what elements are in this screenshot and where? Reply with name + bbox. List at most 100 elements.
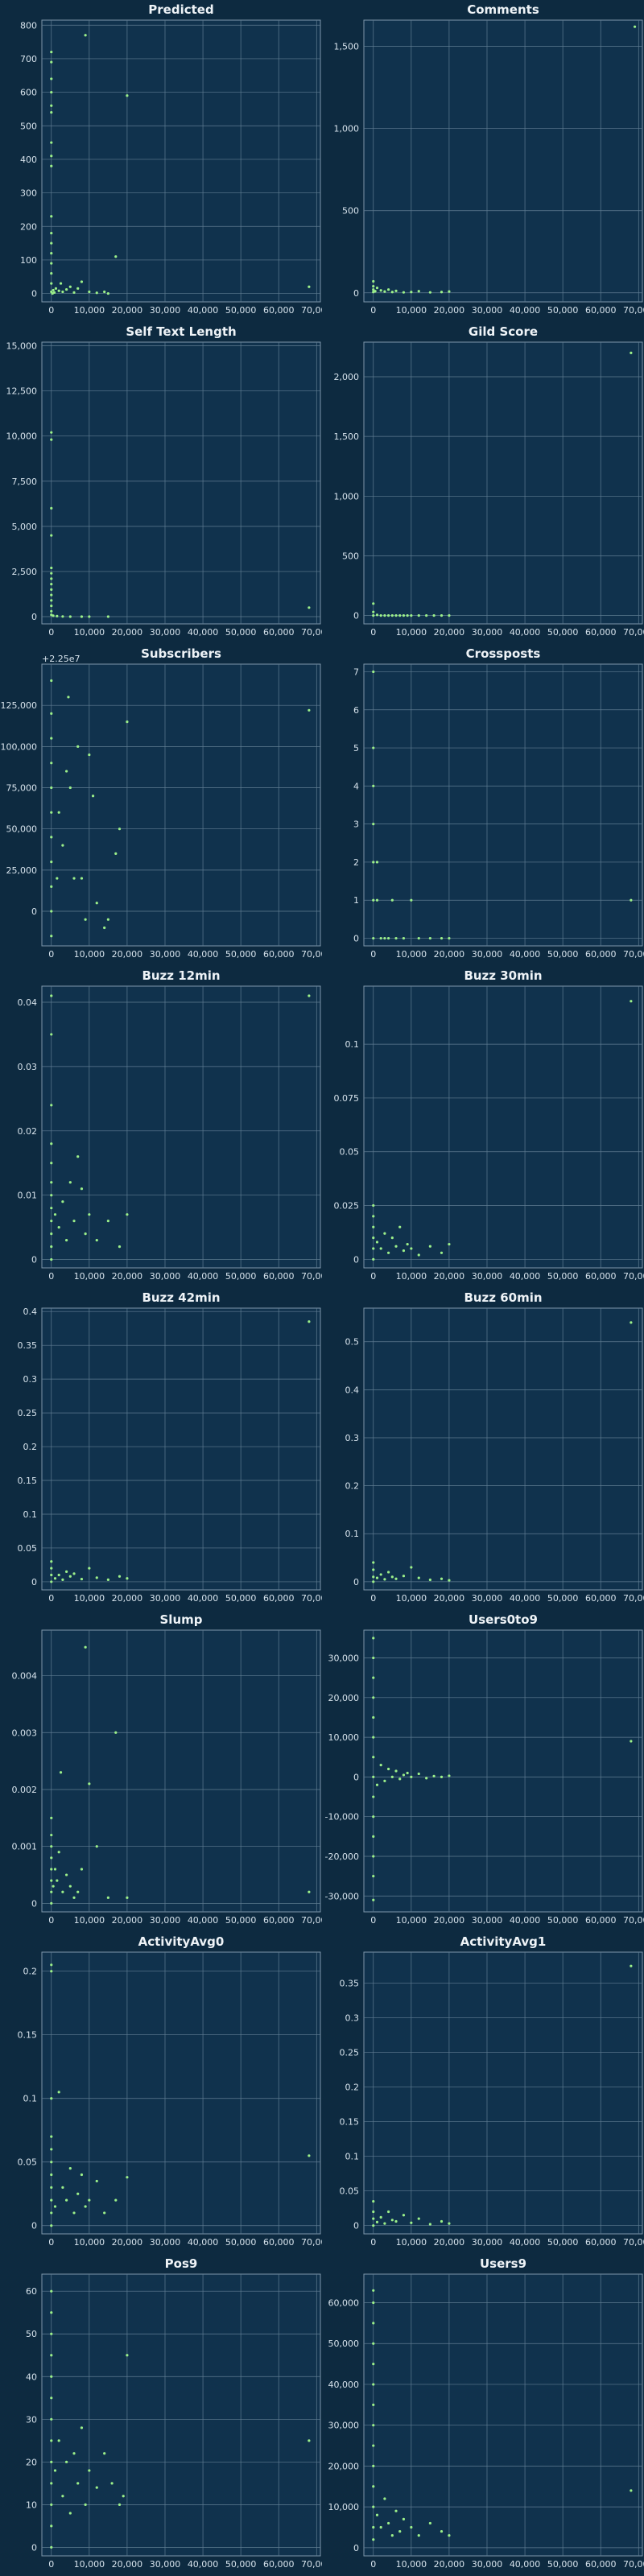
scatter-point bbox=[64, 1239, 68, 1242]
scatter-point bbox=[50, 1033, 53, 1036]
scatter-point bbox=[84, 1645, 87, 1649]
scatter-point bbox=[630, 1321, 633, 1324]
scatter-point bbox=[372, 2210, 375, 2214]
scatter-point bbox=[372, 610, 375, 613]
scatter-point bbox=[372, 1676, 375, 1679]
y-tick-label: 0.01 bbox=[18, 1191, 38, 1201]
scatter-point bbox=[50, 762, 53, 765]
y-tick-label: 0.15 bbox=[18, 2030, 38, 2041]
x-tick-label: 70,000 bbox=[623, 2559, 644, 2570]
scatter-point bbox=[50, 1833, 53, 1837]
scatter-point bbox=[372, 614, 375, 617]
scatter-point bbox=[372, 2403, 375, 2406]
scatter-point bbox=[95, 2486, 98, 2489]
scatter-point bbox=[308, 994, 311, 997]
scatter-point bbox=[372, 2424, 375, 2427]
scatter-point bbox=[122, 2495, 125, 2498]
scatter-point bbox=[68, 2512, 72, 2515]
x-tick-label: 10,000 bbox=[396, 627, 427, 638]
scatter-point bbox=[379, 1573, 382, 1576]
chart-1: Predicted 0 10,000 20,000 30,000 40,000 50,000… bbox=[20, 2, 322, 316]
x-tick-label: 0 bbox=[48, 1593, 54, 1604]
y-tick-label: 0.1 bbox=[23, 1509, 38, 1520]
scatter-point bbox=[76, 2192, 80, 2195]
scatter-point bbox=[61, 2495, 64, 2498]
chart-12: Users0to9 0 10,000 20,000 30,000 40,000 50,000… bbox=[325, 1612, 644, 1926]
x-tick-label: 10,000 bbox=[396, 2559, 427, 2570]
scatter-point bbox=[50, 1560, 53, 1563]
scatter-point bbox=[56, 614, 59, 617]
x-tick-label: 60,000 bbox=[585, 305, 617, 316]
scatter-point bbox=[52, 291, 56, 294]
chart-15: Pos9 0 10,000 20,000 30,000 40,000 50,000 60,00… bbox=[26, 2256, 322, 2570]
scatter-point bbox=[372, 2199, 375, 2203]
scatter-point bbox=[50, 2375, 53, 2378]
scatter-point bbox=[50, 588, 53, 591]
scatter-point bbox=[50, 215, 53, 218]
scatter-point bbox=[383, 936, 386, 940]
scatter-point bbox=[50, 50, 53, 54]
scatter-point bbox=[394, 1577, 398, 1580]
x-tick-label: 20,000 bbox=[434, 2237, 465, 2248]
scatter-point bbox=[53, 2469, 57, 2472]
scatter-point bbox=[103, 926, 106, 930]
scatter-point bbox=[394, 2219, 398, 2223]
x-tick-label: 40,000 bbox=[510, 305, 541, 316]
x-tick-label: 50,000 bbox=[225, 1915, 257, 1926]
scatter-point bbox=[80, 1187, 84, 1191]
scatter-point bbox=[410, 1775, 413, 1778]
chart-title: Comments bbox=[467, 2, 539, 17]
y-tick-label: 10,000 bbox=[6, 431, 38, 442]
x-tick-label: 50,000 bbox=[547, 305, 579, 316]
chart-title: Crossposts bbox=[466, 646, 541, 661]
scatter-point bbox=[50, 104, 53, 107]
plot-area bbox=[41, 1307, 321, 1591]
scatter-point bbox=[372, 2289, 375, 2292]
y-tick-label: 7 bbox=[353, 667, 359, 677]
scatter-point bbox=[72, 1220, 76, 1223]
y-tick-label: 0 bbox=[31, 1898, 37, 1909]
scatter-point bbox=[417, 614, 420, 617]
plot-area bbox=[363, 1951, 643, 2235]
x-tick-label: 0 bbox=[48, 305, 54, 316]
scatter-point bbox=[372, 861, 375, 864]
scatter-point bbox=[106, 1896, 109, 1899]
y-tick-label: 100 bbox=[20, 255, 37, 266]
scatter-point bbox=[50, 251, 53, 255]
x-tick-label: 30,000 bbox=[150, 949, 181, 960]
scatter-point bbox=[50, 1901, 53, 1905]
y-tick-label: 0.4 bbox=[23, 1307, 38, 1317]
scatter-point bbox=[50, 60, 53, 64]
y-tick-label: 50,000 bbox=[328, 2339, 360, 2349]
scatter-point bbox=[50, 2186, 53, 2189]
scatter-point bbox=[50, 2524, 53, 2528]
scatter-point bbox=[372, 1775, 375, 1778]
x-tick-label: 60,000 bbox=[263, 1271, 295, 1282]
x-tick-label: 20,000 bbox=[112, 949, 143, 960]
y-tick-label: 1,500 bbox=[334, 42, 360, 52]
plot-area bbox=[41, 341, 321, 625]
scatter-point bbox=[372, 1215, 375, 1218]
x-tick-label: 30,000 bbox=[150, 627, 181, 638]
x-tick-label: 30,000 bbox=[150, 1271, 181, 1282]
scatter-point bbox=[59, 282, 63, 285]
scatter-point bbox=[386, 2210, 390, 2214]
x-tick-label: 40,000 bbox=[188, 1915, 219, 1926]
y-tick-label: 0.05 bbox=[18, 2157, 38, 2168]
scatter-point bbox=[50, 164, 53, 167]
scatter-point bbox=[386, 1767, 390, 1771]
scatter-point bbox=[372, 1696, 375, 1699]
y-tick-label: 0 bbox=[353, 1577, 359, 1587]
x-tick-label: 40,000 bbox=[188, 949, 219, 960]
scatter-point bbox=[126, 1213, 129, 1216]
y-tick-label: 40 bbox=[26, 2372, 37, 2382]
x-tick-label: 0 bbox=[48, 1271, 54, 1282]
scatter-point bbox=[50, 2097, 53, 2100]
y-tick-label: 30,000 bbox=[328, 2421, 360, 2431]
y-tick-label: 0.025 bbox=[334, 1201, 360, 1212]
y-tick-label: 0.3 bbox=[23, 1374, 38, 1385]
scatter-point bbox=[50, 1258, 53, 1261]
y-tick-label: 500 bbox=[342, 206, 359, 217]
scatter-point bbox=[372, 1568, 375, 1571]
scatter-point bbox=[394, 1769, 398, 1773]
